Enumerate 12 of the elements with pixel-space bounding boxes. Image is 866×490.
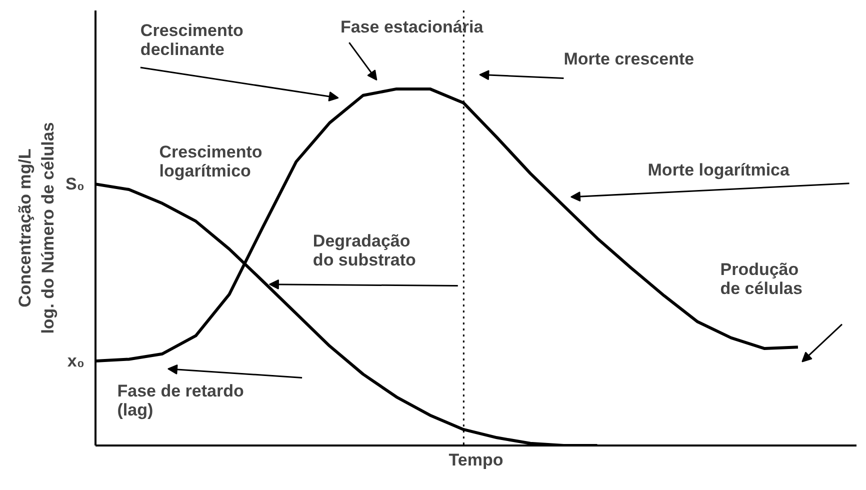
x-axis-title: Tempo [448,450,504,470]
annotation: Morte logarítmica [648,160,790,180]
annotation: x₀ [67,351,85,370]
annotation: Degradação do substrato [312,232,416,270]
y-axis-title: Concentração mg/L log. do Número de células [16,122,58,334]
annotation: S₀ [66,174,85,194]
text: Crescimento declinante [140,21,244,60]
text: Morte crescente [564,50,694,69]
annotation: Crescimento logarítmico [159,142,262,180]
text: Fase estacionária [340,18,484,37]
annotation: Produção de células [720,260,802,298]
annotation: Fase de retardo (lag) [117,381,244,420]
